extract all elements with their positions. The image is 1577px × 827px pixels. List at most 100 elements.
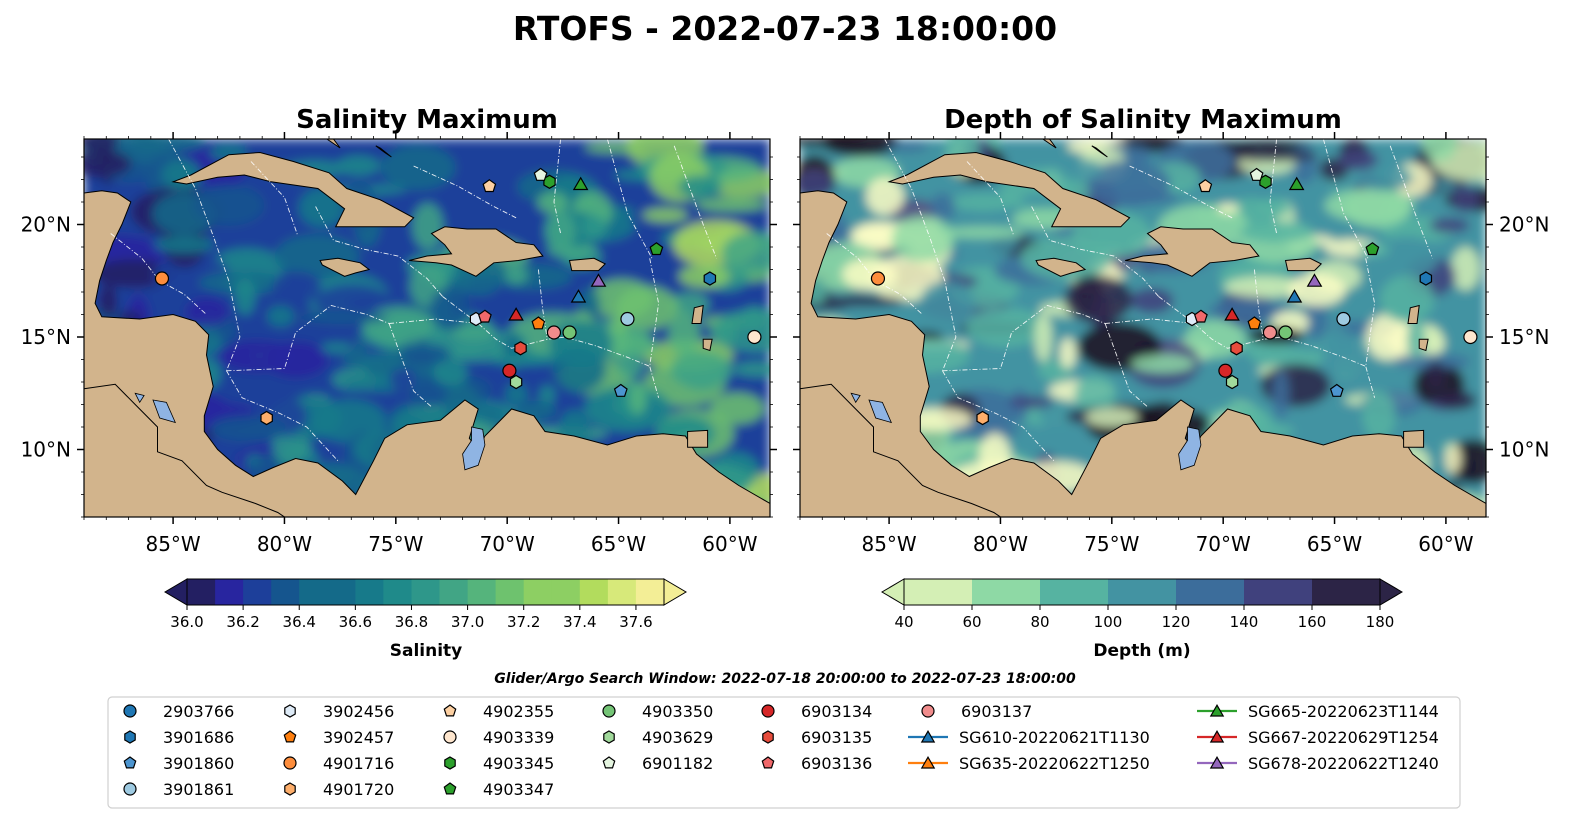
legend-item: 3901860 [123,754,234,773]
legend-marker [761,704,775,718]
legend-item: 6903135 [762,728,872,747]
colorbar-tick-label: 37.0 [451,613,484,631]
x-tick-label: 75°W [1084,532,1139,556]
colorbar-segment [523,579,553,605]
legend-marker [602,704,616,718]
field-patch [888,141,929,152]
legend-item: 4901716 [283,754,394,773]
platform-marker [1286,289,1303,303]
lake-maracaibo [462,426,486,471]
colorbar-segment [215,579,244,605]
platform-marker [1278,325,1293,340]
colorbar-segment [607,579,637,605]
colorbar-segment [271,579,300,605]
platform-marker [613,383,628,397]
colorbar-tick-label: 40 [894,613,913,631]
field-patch [1064,274,1133,324]
platform-marker [703,271,717,286]
field-patch [1430,178,1459,189]
colorbar-tick-label: 120 [1162,613,1191,631]
platform-marker [562,325,577,340]
platform-marker [1463,329,1478,345]
field-patch [1234,150,1319,162]
field-patch [504,266,528,285]
field-patch [1124,265,1145,288]
x-tick-label: 70°W [1196,532,1251,556]
field-patch [429,287,470,331]
platform-marker [1336,311,1351,327]
field-patch [450,323,497,342]
field-patch [84,149,132,178]
platform-marker [620,311,635,327]
y-tick-label: 15°N [21,325,71,349]
platform-marker [477,309,492,323]
legend-label: 6903136 [801,754,872,773]
field-patch [267,305,294,327]
colorbar-tick-label: 36.4 [283,613,316,631]
land-pacific [84,383,286,517]
field-patch [617,352,644,379]
eez-line [942,370,1055,462]
field-patch [185,297,229,328]
legend-item: 2903766 [123,702,234,721]
legend: 2903766 3901686 3901860 3901861 3902456 39024… [123,702,1439,799]
colorbar-extend-high [1379,578,1403,606]
eez-line [1253,269,1264,340]
salinity-ticks: 85°W 80°W 75°W 70°W 65°W 60°W 20°N 15°N 10°N [21,132,777,556]
field-patch [99,284,118,318]
field-patch [1302,299,1328,340]
field-patch [492,263,573,290]
field-patch [320,342,353,353]
land-hispaniola [1125,226,1260,277]
legend-label: 4903345 [483,754,554,773]
x-tick-label: 60°W [702,532,757,556]
legend-item: SG665-20220623T1144 [1197,702,1439,721]
eez-line [388,323,432,408]
legend-marker [921,704,935,718]
search-window-caption: Glider/Argo Search Window: 2022-07-18 20… [494,671,1076,687]
field-patch [584,385,672,432]
platform-marker [1193,309,1208,323]
field-patch [1059,159,1104,182]
colorbar-tick-label: 80 [1030,613,1049,631]
platform-marker [1249,167,1264,181]
platform-marker [1247,316,1262,330]
field-patch [539,385,556,405]
legend-item: 4903339 [443,728,554,747]
legend-item: 4902355 [443,702,554,721]
x-tick-label: 65°W [1307,532,1362,556]
land-trinidad [1403,429,1425,448]
legend-item: 4903350 [602,702,713,721]
legend-item: 3902456 [284,702,394,721]
field-patch [1422,139,1458,162]
legend-label: 3901860 [163,754,234,773]
lake-managua [134,392,145,404]
land-bahamas2 [1091,145,1108,158]
legend-marker [762,730,774,744]
legend-marker [443,730,457,744]
colorbar-extend-low [164,578,188,606]
platform-marker [482,179,497,193]
legend-marker [602,756,616,769]
eez-line [1365,258,1376,398]
legend-marker [284,782,296,796]
land-puertorico [1284,257,1323,272]
legend-label: SG610-20220621T1130 [959,728,1150,747]
field-patch [1377,235,1439,278]
land-cuba [887,151,1131,228]
land-bahamas1 [1041,139,1057,149]
platform-marker [533,167,548,181]
eez-line [226,370,339,462]
legend-marker [920,729,936,743]
field-patch [389,367,418,392]
eez-line [1104,323,1148,408]
field-patch [537,192,568,214]
land-puertorico [568,257,607,272]
colorbar-segment [579,579,609,605]
x-tick-label: 65°W [591,532,646,556]
field-patch [1034,313,1053,363]
platform-marker [976,410,989,426]
eez-line [1322,139,1369,259]
field-patch [721,231,770,274]
